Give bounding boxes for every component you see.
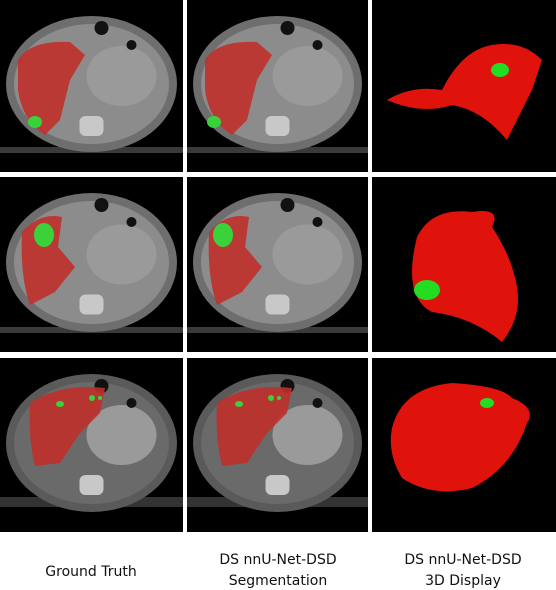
image-grid <box>0 0 556 532</box>
gas <box>280 198 295 212</box>
organ <box>86 46 157 106</box>
tumor-render <box>414 280 440 300</box>
tumor-mask <box>56 401 64 407</box>
tumor-mask <box>28 116 42 128</box>
tumor-render <box>480 398 494 408</box>
liver-render <box>412 211 518 342</box>
image-cell <box>372 0 556 172</box>
organ <box>86 224 157 285</box>
image-cell <box>372 358 556 532</box>
gas <box>312 40 323 50</box>
tumor-mask <box>89 395 95 401</box>
tumor-mask <box>235 401 243 407</box>
tumor-mask <box>34 223 54 247</box>
image-cell <box>187 177 368 352</box>
gas <box>94 21 109 35</box>
caption: Ground Truth <box>45 564 136 580</box>
liver-render <box>390 383 530 492</box>
tumor-mask <box>207 116 221 128</box>
caption: DS nnU-Net-DSD <box>404 552 521 568</box>
image-cell <box>187 0 368 172</box>
organ <box>272 405 343 465</box>
spine <box>265 116 290 136</box>
gas <box>312 398 323 408</box>
liver-mask <box>18 41 85 135</box>
caption: 3D Display <box>425 573 501 589</box>
liver-mask <box>205 41 272 135</box>
caption: Segmentation <box>229 573 327 589</box>
gas <box>94 198 109 212</box>
liver-mask <box>29 387 105 466</box>
gas <box>280 21 295 35</box>
tumor-mask <box>98 396 102 400</box>
tumor-render <box>491 63 509 77</box>
captions: Ground Truth DS nnU-Net-DSD Segmentation DS… <box>45 552 521 589</box>
image-cell <box>0 358 183 532</box>
organ <box>272 224 343 285</box>
caption: DS nnU-Net-DSD <box>219 552 336 568</box>
spine <box>265 294 290 315</box>
spine <box>79 475 104 495</box>
organ <box>272 46 343 106</box>
spine <box>79 294 104 315</box>
gas <box>126 217 137 227</box>
gas <box>126 398 137 408</box>
liver-mask <box>216 387 292 466</box>
image-cell <box>187 358 368 532</box>
tumor-mask <box>277 396 281 400</box>
spine <box>79 116 104 136</box>
organ <box>86 405 157 465</box>
tumor-mask <box>213 223 233 247</box>
image-cell <box>0 0 183 172</box>
image-cell <box>0 177 183 352</box>
tumor-mask <box>268 395 274 401</box>
image-cell <box>372 177 556 352</box>
gas <box>312 217 323 227</box>
gas <box>126 40 137 50</box>
spine <box>265 475 290 495</box>
